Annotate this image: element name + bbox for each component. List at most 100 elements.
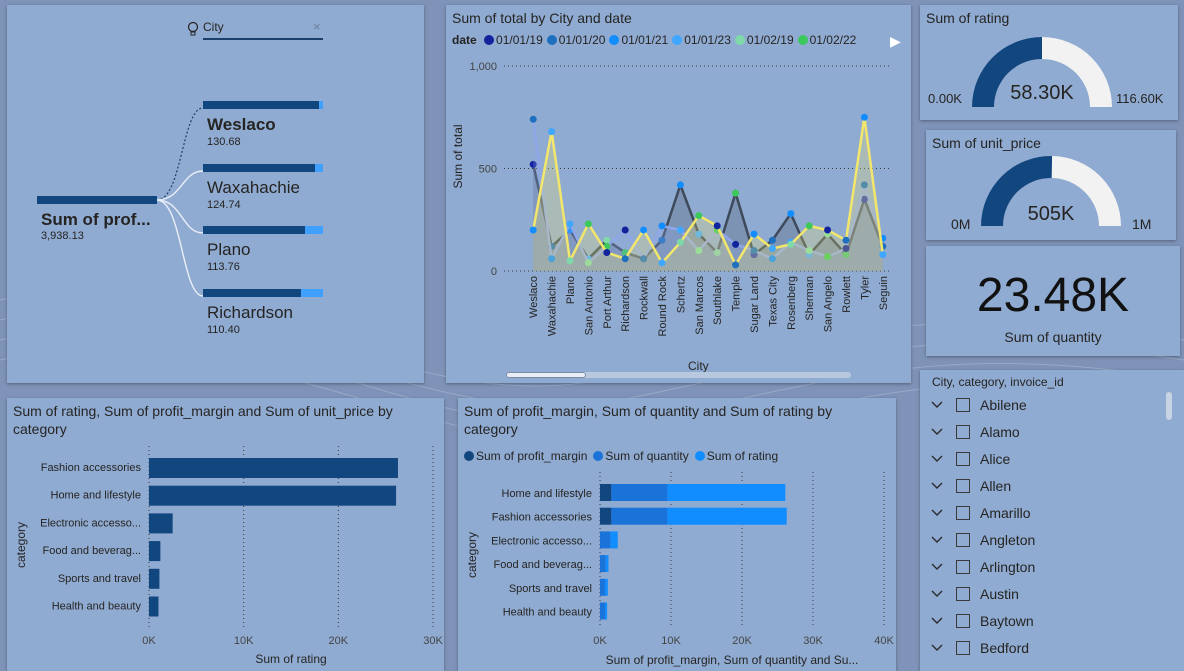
data-point[interactable] — [529, 115, 537, 123]
data-point[interactable] — [713, 249, 721, 257]
data-point[interactable] — [732, 240, 740, 248]
chevron-down-icon[interactable] — [930, 479, 944, 493]
series-line[interactable] — [531, 164, 884, 261]
data-point[interactable] — [658, 236, 666, 244]
data-point[interactable] — [879, 251, 887, 259]
bar-segment[interactable] — [611, 507, 668, 525]
data-point[interactable] — [548, 128, 556, 136]
bar-segment[interactable] — [610, 531, 618, 549]
data-point[interactable] — [787, 240, 795, 248]
checkbox[interactable] — [956, 533, 970, 547]
data-point[interactable] — [768, 244, 776, 252]
checkbox[interactable] — [956, 560, 970, 574]
data-point[interactable] — [621, 226, 629, 234]
slicer-item[interactable]: Abilene — [930, 393, 1027, 417]
chevron-down-icon[interactable] — [930, 560, 944, 574]
chevron-down-icon[interactable] — [930, 506, 944, 520]
line-legend-item[interactable]: 01/01/20 — [546, 33, 605, 47]
data-point[interactable] — [695, 247, 703, 254]
data-point[interactable] — [695, 212, 703, 220]
data-point[interactable] — [658, 259, 666, 267]
slicer-item[interactable]: Arlington — [930, 555, 1035, 579]
kpi-quantity-card[interactable]: 23.48K Sum of quantity — [926, 246, 1180, 356]
data-point[interactable] — [842, 236, 850, 244]
slicer-item[interactable]: Alice — [930, 447, 1010, 471]
chevron-down-icon[interactable] — [930, 614, 944, 628]
data-point[interactable] — [750, 247, 758, 254]
bar2-legend-item[interactable]: Sum of profit_margin — [464, 449, 587, 463]
data-point[interactable] — [805, 247, 813, 254]
data-point[interactable] — [529, 226, 537, 234]
bar-segment[interactable] — [604, 602, 608, 620]
bar-segment[interactable] — [600, 602, 605, 620]
data-point[interactable] — [566, 220, 574, 228]
bar[interactable] — [149, 485, 397, 506]
data-point[interactable] — [824, 253, 832, 261]
chevron-down-icon[interactable] — [930, 587, 944, 601]
data-point[interactable] — [842, 251, 850, 259]
bar-segment[interactable] — [600, 531, 611, 549]
slicer-item[interactable]: Allen — [930, 474, 1011, 498]
decomp-root-bar[interactable] — [37, 196, 157, 204]
data-point[interactable] — [640, 226, 648, 234]
decomposition-tree-card[interactable]: City × Sum of prof... 3,938.13 Weslaco 13… — [7, 5, 424, 383]
data-point[interactable] — [713, 222, 721, 230]
data-point[interactable] — [732, 189, 740, 197]
gauge-price-card[interactable]: Sum of unit_price 505K 0M 1M — [926, 130, 1176, 240]
data-point[interactable] — [676, 181, 684, 189]
horizontal-scrollbar[interactable] — [506, 372, 851, 378]
line-legend-item[interactable]: 01/02/19 — [734, 33, 794, 47]
data-point[interactable] — [621, 255, 629, 263]
data-point[interactable] — [676, 238, 684, 246]
bar-segment[interactable] — [600, 578, 605, 596]
data-point[interactable] — [860, 195, 868, 203]
checkbox[interactable] — [956, 479, 970, 493]
slicer-item[interactable]: Alamo — [930, 420, 1020, 444]
slicer-item[interactable]: Austin — [930, 582, 1019, 606]
data-point[interactable] — [658, 222, 666, 230]
data-point[interactable] — [787, 210, 795, 218]
data-point[interactable] — [860, 113, 868, 121]
bar-segment[interactable] — [667, 507, 787, 525]
checkbox[interactable] — [956, 587, 970, 601]
data-point[interactable] — [584, 220, 592, 228]
bar[interactable] — [149, 541, 161, 562]
checkbox[interactable] — [956, 614, 970, 628]
decomp-child-bar[interactable] — [203, 164, 323, 172]
chevron-down-icon[interactable] — [930, 641, 944, 655]
bar[interactable] — [149, 513, 173, 534]
data-point[interactable] — [805, 222, 813, 230]
line-chart-plot[interactable]: 1,000 500 0 Sum of total Weslaco Waxahachie Pl… — [446, 45, 911, 380]
bar-segment[interactable] — [600, 507, 612, 525]
chevron-down-icon[interactable] — [930, 533, 944, 547]
line-legend-item[interactable]: 01/01/21 — [609, 33, 668, 47]
line-legend-item[interactable]: 01/01/19 — [484, 33, 543, 47]
scrollbar-thumb[interactable] — [506, 372, 586, 378]
slicer-item[interactable]: Bedford — [930, 636, 1029, 660]
bar2-legend-item[interactable]: Sum of rating — [694, 449, 778, 463]
line-legend-item[interactable]: 01/02/22 — [797, 33, 856, 47]
checkbox[interactable] — [956, 452, 970, 466]
chevron-down-icon[interactable] — [930, 425, 944, 439]
bar-chart-rating-card[interactable]: Sum of rating, Sum of profit_margin and … — [7, 398, 444, 671]
data-point[interactable] — [824, 226, 832, 234]
city-slicer-card[interactable]: City, category, invoice_id Abilene Alamo A… — [920, 370, 1184, 671]
line-legend-item[interactable]: 01/01/23 — [672, 33, 731, 47]
gauge-rating-card[interactable]: Sum of rating 58.30K 0.00K 116.60K — [920, 5, 1178, 120]
decomp-child-bar[interactable] — [203, 226, 323, 234]
bar-segment[interactable] — [604, 578, 608, 596]
checkbox[interactable] — [956, 425, 970, 439]
slicer-scrollbar[interactable] — [1166, 392, 1172, 420]
data-point[interactable] — [768, 236, 776, 244]
checkbox[interactable] — [956, 506, 970, 520]
slicer-item[interactable]: Angleton — [930, 528, 1035, 552]
data-point[interactable] — [768, 255, 776, 263]
checkbox[interactable] — [956, 398, 970, 412]
decomp-child-bar[interactable] — [203, 101, 323, 109]
data-point[interactable] — [676, 226, 684, 234]
checkbox[interactable] — [956, 641, 970, 655]
data-point[interactable] — [529, 160, 537, 168]
data-point[interactable] — [566, 257, 574, 265]
line-chart-card[interactable]: Sum of total by City and date date 01/01… — [446, 5, 911, 383]
bar-segment[interactable] — [600, 484, 612, 501]
